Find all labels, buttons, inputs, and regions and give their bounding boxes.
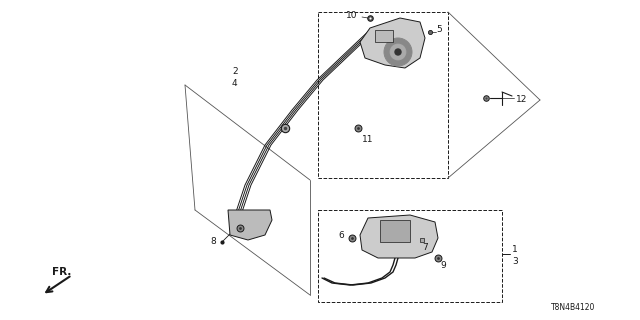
Text: 10: 10 <box>346 12 358 20</box>
Text: 7: 7 <box>422 244 428 252</box>
Text: 8: 8 <box>210 237 216 246</box>
Bar <box>380 220 410 242</box>
Text: T8N4B4120: T8N4B4120 <box>550 303 595 313</box>
Text: 2: 2 <box>232 68 237 76</box>
Text: 5: 5 <box>436 26 442 35</box>
Text: 4: 4 <box>232 79 237 89</box>
Text: 3: 3 <box>512 258 518 267</box>
Bar <box>318 12 448 178</box>
Circle shape <box>390 44 406 60</box>
Circle shape <box>395 49 401 55</box>
Bar <box>318 210 502 302</box>
Polygon shape <box>360 215 438 258</box>
Text: 12: 12 <box>516 95 527 105</box>
Circle shape <box>384 38 412 66</box>
Text: 1: 1 <box>512 245 518 254</box>
Text: 9: 9 <box>440 261 445 270</box>
Text: 6: 6 <box>338 231 344 241</box>
Polygon shape <box>228 210 272 240</box>
Text: FR.: FR. <box>52 267 72 277</box>
Polygon shape <box>360 18 425 68</box>
Bar <box>375 30 393 42</box>
Text: 11: 11 <box>362 135 374 145</box>
